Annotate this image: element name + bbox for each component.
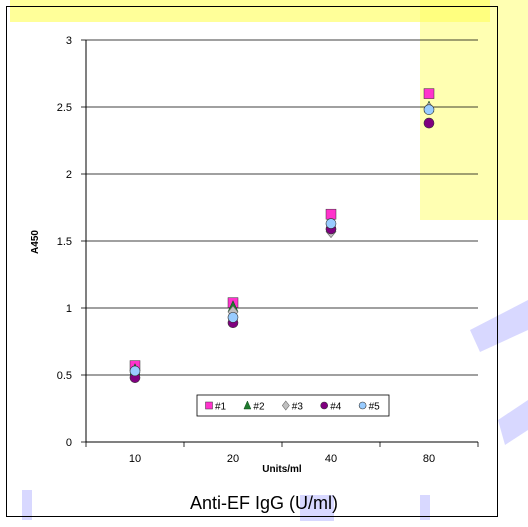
y-tick-label: 0.5 xyxy=(57,370,72,382)
watermark-stroke xyxy=(420,495,430,520)
x-tick-label: 80 xyxy=(423,453,435,465)
x-tick-label: 40 xyxy=(325,453,337,465)
data-point xyxy=(423,104,435,115)
y-tick-label: 1.5 xyxy=(57,236,72,248)
x-tick-label: 10 xyxy=(129,453,141,465)
data-point xyxy=(423,88,435,99)
y-tick-labels: 0 0.5 1 1.5 2 2.5 3 xyxy=(57,35,72,449)
data-point xyxy=(423,117,435,129)
background-highlight-block xyxy=(420,0,528,220)
y-tick-label: 3 xyxy=(66,35,72,47)
y-tick-label: 1 xyxy=(66,303,72,315)
legend-marker xyxy=(281,400,290,411)
legend-marker xyxy=(358,401,367,410)
data-point xyxy=(325,208,337,220)
data-point xyxy=(227,312,239,323)
figure-caption: Anti-EF IgG (U/ml) xyxy=(189,493,338,513)
data-point xyxy=(325,218,337,229)
legend-label: #4 xyxy=(330,402,342,413)
y-tick-label: 2 xyxy=(66,169,72,181)
legend-label: #1 xyxy=(215,402,227,413)
legend-label: #2 xyxy=(253,402,265,413)
watermark-stroke xyxy=(498,400,528,445)
data-points xyxy=(129,88,435,383)
x-axis-label: Units/ml xyxy=(262,464,302,475)
legend-marker xyxy=(320,401,329,410)
watermark-stroke xyxy=(470,300,528,352)
chart-frame xyxy=(6,6,498,517)
axes xyxy=(81,39,479,447)
gridlines xyxy=(86,39,478,376)
y-tick-label: 0 xyxy=(66,437,72,449)
background-highlight-band xyxy=(10,0,490,22)
legend-marker xyxy=(205,401,213,410)
legend-label: #3 xyxy=(292,402,304,413)
y-tick-label: 2.5 xyxy=(57,102,72,114)
x-tick-label: 20 xyxy=(227,453,239,465)
x-tick-labels: 10 20 40 80 xyxy=(129,453,435,465)
y-axis-label: A450 xyxy=(30,230,41,254)
legend: #1 #2 #3 #4 #5 xyxy=(196,394,390,417)
legend-box xyxy=(196,394,390,417)
legend-label: #5 xyxy=(369,402,381,413)
legend-marker xyxy=(243,400,252,410)
watermark-stroke xyxy=(22,490,32,520)
data-point xyxy=(129,365,141,377)
